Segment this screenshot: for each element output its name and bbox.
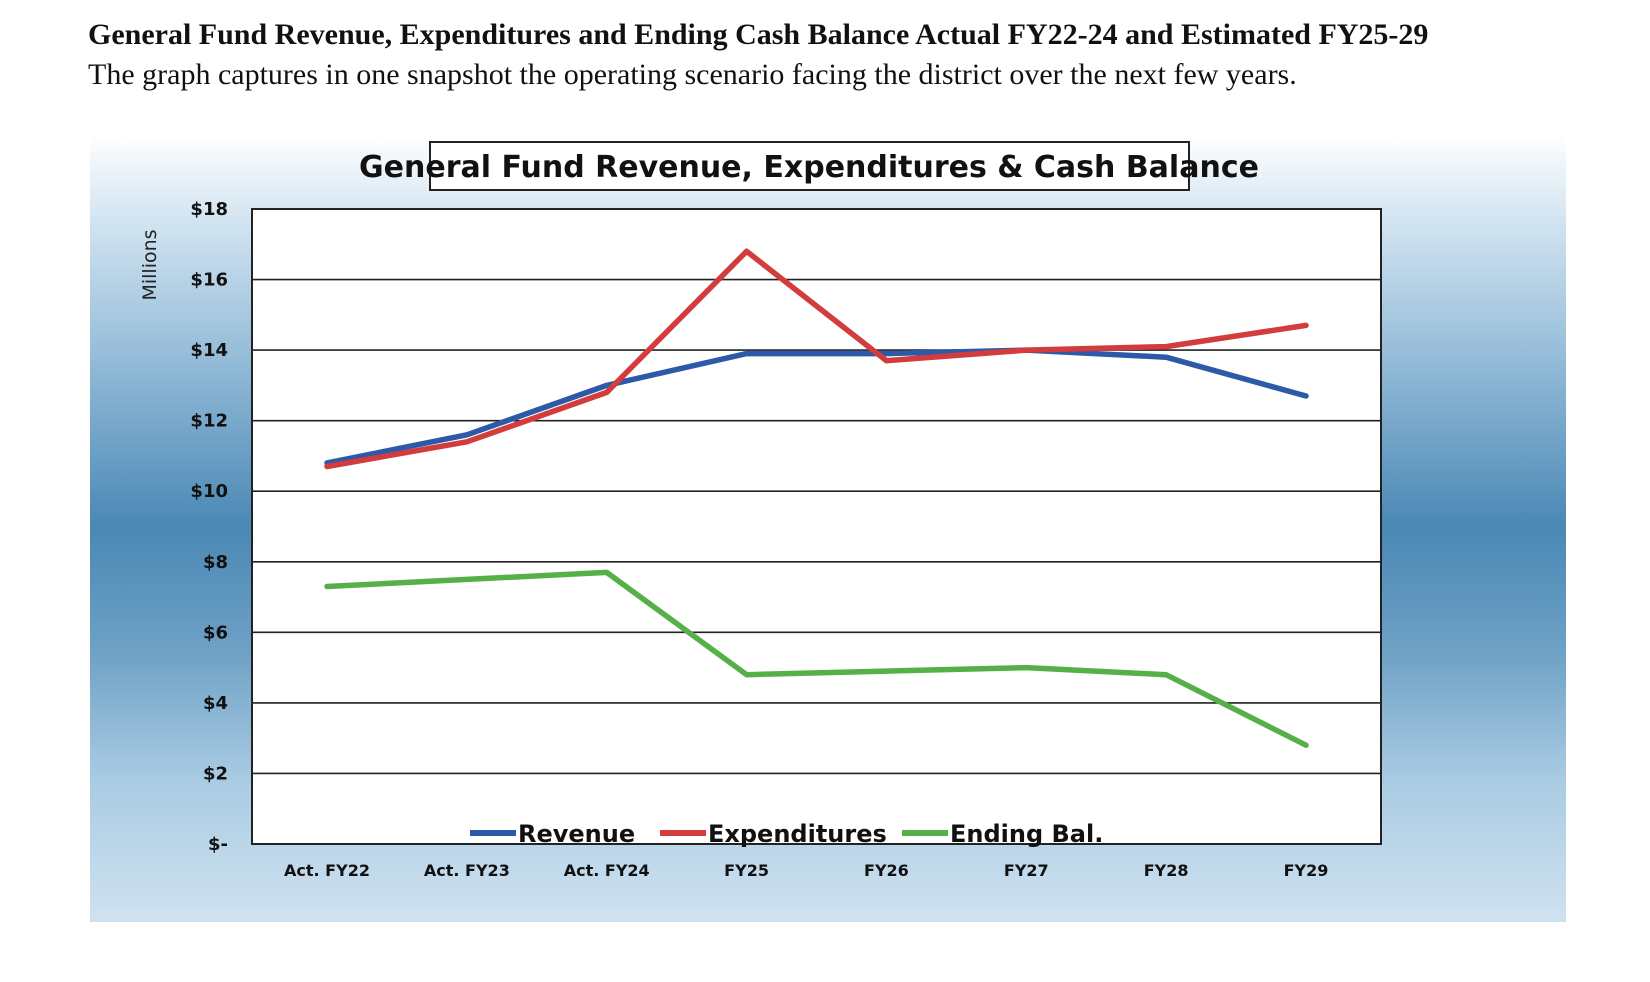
y-axis-title: Millions bbox=[139, 229, 161, 300]
data-point-ending-bal bbox=[1163, 672, 1169, 678]
data-point-ending-bal bbox=[1023, 665, 1029, 671]
data-point-revenue bbox=[604, 382, 610, 388]
x-tick-label: FY26 bbox=[864, 861, 909, 880]
data-point-expenditures bbox=[1163, 344, 1169, 350]
data-point-revenue bbox=[744, 351, 750, 357]
data-point-ending-bal bbox=[464, 576, 470, 582]
x-tick-label: Act. FY22 bbox=[284, 861, 370, 880]
y-tick-label: $16 bbox=[190, 270, 228, 291]
series-lines bbox=[324, 248, 1309, 748]
x-tick-label: Act. FY23 bbox=[424, 861, 510, 880]
y-tick-label: $8 bbox=[203, 552, 228, 573]
line-chart: $-$2$4$6$8$10$12$14$16$18 Act. FY22 Act. … bbox=[139, 141, 1382, 880]
y-tick-label: $4 bbox=[203, 693, 228, 714]
x-tick-label: FY29 bbox=[1284, 861, 1329, 880]
y-tick-label: $18 bbox=[190, 199, 228, 220]
legend-label-revenue: Revenue bbox=[518, 820, 635, 848]
y-tick-label: $12 bbox=[190, 411, 228, 432]
y-tick-label: $2 bbox=[203, 763, 228, 784]
data-point-ending-bal bbox=[1303, 742, 1309, 748]
plot-area bbox=[251, 208, 1382, 845]
data-point-expenditures bbox=[464, 439, 470, 445]
x-tick-label: Act. FY24 bbox=[564, 861, 650, 880]
data-point-expenditures bbox=[744, 248, 750, 254]
series-line-revenue bbox=[324, 347, 1309, 466]
data-point-revenue bbox=[464, 432, 470, 438]
x-tick-label: FY28 bbox=[1144, 861, 1189, 880]
y-tick-label: $6 bbox=[203, 622, 228, 643]
gridlines bbox=[252, 278, 1381, 775]
chart-title: General Fund Revenue, Expenditures & Cas… bbox=[359, 150, 1259, 185]
data-point-revenue bbox=[1163, 354, 1169, 360]
y-tick-labels: $- $2 $4 $6 $8 $10 $12 $14 $16 $18 bbox=[190, 199, 228, 855]
legend-label-ending-bal: Ending Bal. bbox=[950, 820, 1103, 848]
data-point-expenditures bbox=[1023, 347, 1029, 353]
data-point-revenue bbox=[1303, 393, 1309, 399]
data-point-ending-bal bbox=[883, 668, 889, 674]
chart-title-box: General Fund Revenue, Expenditures & Cas… bbox=[359, 141, 1259, 191]
x-tick-labels: Act. FY22 Act. FY23 Act. FY24 FY25 FY26 FY27 F… bbox=[284, 861, 1328, 880]
document-subheading: The graph captures in one snapshot the o… bbox=[88, 58, 1297, 91]
y-tick-label: $14 bbox=[190, 340, 228, 361]
data-point-ending-bal bbox=[744, 672, 750, 678]
chart-panel: $- $2 $4 $6 $8 $10 $12 $14 $16 $18 Act. FY22 Act. … bbox=[90, 133, 1566, 922]
series-line-ending-bal bbox=[324, 569, 1309, 748]
legend: Revenue Expenditures Ending Bal. bbox=[470, 820, 1103, 848]
x-tick-label: FY27 bbox=[1004, 861, 1049, 880]
data-point-ending-bal bbox=[324, 583, 330, 589]
x-tick-label: FY25 bbox=[724, 861, 769, 880]
document-heading: General Fund Revenue, Expenditures and E… bbox=[88, 18, 1429, 51]
data-point-expenditures bbox=[604, 389, 610, 395]
data-point-revenue bbox=[883, 351, 889, 357]
data-point-expenditures bbox=[1303, 322, 1309, 328]
series-line-expenditures bbox=[324, 248, 1309, 470]
legend-label-expenditures: Expenditures bbox=[708, 820, 887, 848]
y-tick-label: $- bbox=[208, 834, 228, 855]
data-point-expenditures bbox=[324, 464, 330, 470]
data-point-ending-bal bbox=[604, 569, 610, 575]
data-point-expenditures bbox=[883, 358, 889, 364]
y-tick-label: $10 bbox=[190, 481, 228, 502]
